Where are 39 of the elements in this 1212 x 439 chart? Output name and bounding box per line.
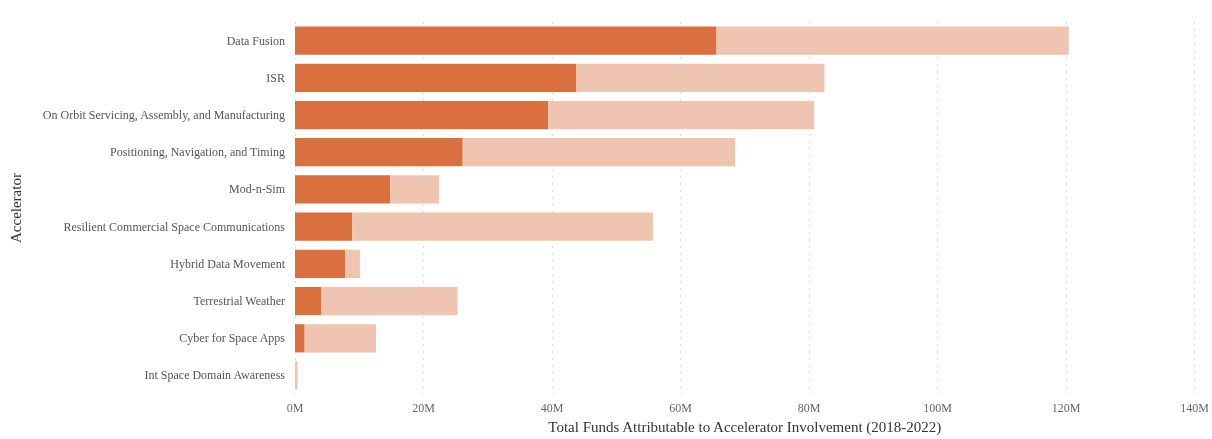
bar [345,249,360,278]
x-tick-label: 140M [1180,401,1210,416]
bar [304,324,376,353]
bar [295,138,463,167]
bar [548,100,815,130]
x-tick-label: 60M [669,401,693,416]
bar [295,286,322,316]
bar [462,138,736,167]
bar [295,26,717,55]
bar [295,100,549,130]
y-tick-label: ISR [266,70,285,85]
y-axis-title: Accelerator [7,173,24,244]
x-tick-label: 100M [923,401,953,416]
y-tick-label: Cyber for Space Apps [179,331,286,346]
bar [352,212,653,241]
x-tick-label: 20M [412,401,436,416]
x-axis-title: Total Funds Attributable to Accelerator Involvement (2018-2022) [548,418,942,436]
bar [295,63,577,92]
x-tick-label: 120M [1051,401,1081,416]
y-tick-label: Mod-n-Sim [228,182,286,197]
y-tick-label: Int Space Domain Awareness [144,368,286,383]
bar [295,361,298,390]
y-tick-label: On Orbit Servicing, Assembly, and Manufacturing [42,108,285,123]
x-tick-label: 0M [286,401,304,416]
bar [321,286,458,316]
bar [295,249,346,278]
bar [295,212,353,241]
y-tick-label: Hybrid Data Movement [170,256,286,271]
x-tick-label: 40M [540,401,564,416]
bar [295,324,305,353]
bar [390,175,439,204]
y-tick-label: Resilient Commercial Space Communications [63,219,286,234]
y-tick-label: Data Fusion [226,33,285,48]
bar [576,63,825,92]
bar [716,26,1069,55]
x-tick-label: 80M [797,401,821,416]
y-tick-label: Positioning, Navigation, and Timing [109,145,285,160]
y-tick-label: Terrestrial Weather [193,294,285,309]
bar [295,175,391,204]
